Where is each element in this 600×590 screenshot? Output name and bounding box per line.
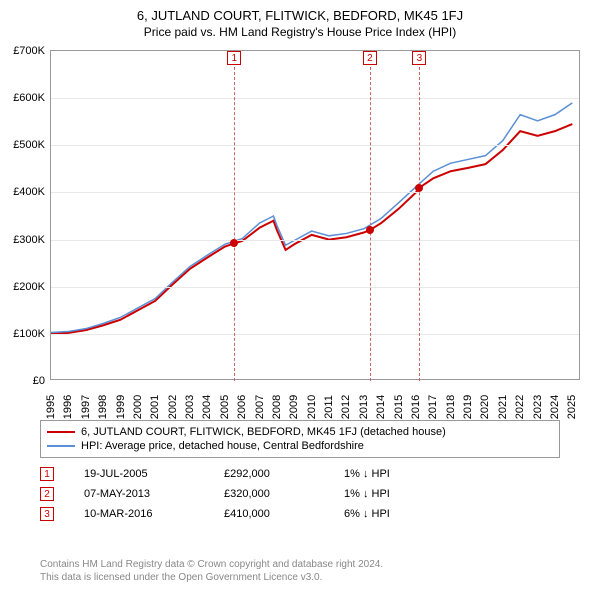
- x-tick-label: 2012: [340, 395, 352, 419]
- sales-row-marker: 1: [40, 467, 54, 481]
- x-tick-label: 2023: [532, 395, 544, 419]
- sale-marker-box: 1: [227, 51, 241, 65]
- attribution-line2: This data is licensed under the Open Gov…: [40, 571, 383, 584]
- sales-row-price: £292,000: [224, 468, 344, 480]
- x-tick-label: 2019: [462, 395, 474, 419]
- legend-row-property: 6, JUTLAND COURT, FLITWICK, BEDFORD, MK4…: [47, 425, 553, 439]
- y-tick-label: £700K: [13, 45, 45, 57]
- sale-marker-vline: [370, 67, 371, 381]
- x-tick-label: 2021: [497, 395, 509, 419]
- x-tick-label: 2008: [271, 395, 283, 419]
- y-tick-label: £400K: [13, 186, 45, 198]
- x-tick-label: 1998: [97, 395, 109, 419]
- x-tick-label: 2018: [445, 395, 457, 419]
- y-gridline: [51, 145, 579, 146]
- x-tick-label: 2006: [236, 395, 248, 419]
- y-tick-label: £200K: [13, 281, 45, 293]
- x-tick-label: 2017: [427, 395, 439, 419]
- x-tick-label: 2025: [566, 395, 578, 419]
- sales-row: 3 10-MAR-2016£410,0006% ↓ HPI: [40, 504, 560, 524]
- x-tick-label: 2024: [549, 395, 561, 419]
- x-tick-label: 2010: [306, 395, 318, 419]
- sales-row-price: £320,000: [224, 488, 344, 500]
- x-tick-label: 1995: [45, 395, 57, 419]
- x-tick-label: 1997: [80, 395, 92, 419]
- y-gridline: [51, 240, 579, 241]
- x-tick-label: 2016: [410, 395, 422, 419]
- title-block: 6, JUTLAND COURT, FLITWICK, BEDFORD, MK4…: [0, 0, 600, 39]
- y-gridline: [51, 287, 579, 288]
- legend-row-hpi: HPI: Average price, detached house, Cent…: [47, 439, 553, 453]
- y-gridline: [51, 334, 579, 335]
- chart-container: 6, JUTLAND COURT, FLITWICK, BEDFORD, MK4…: [0, 0, 600, 590]
- y-tick-label: £0: [33, 375, 45, 387]
- sales-row-diff: 1% ↓ HPI: [344, 468, 464, 480]
- sale-marker-dot: [415, 184, 423, 192]
- sale-marker-vline: [234, 67, 235, 381]
- sales-row-date: 07-MAY-2013: [84, 488, 224, 500]
- series-svg: [51, 51, 581, 381]
- legend-swatch-property: [47, 431, 75, 433]
- sale-marker-vline: [419, 67, 420, 381]
- x-tick-label: 2003: [184, 395, 196, 419]
- x-tick-label: 1996: [62, 395, 74, 419]
- y-gridline: [51, 98, 579, 99]
- x-tick-label: 2002: [167, 395, 179, 419]
- legend-box: 6, JUTLAND COURT, FLITWICK, BEDFORD, MK4…: [40, 420, 560, 458]
- legend-label-property: 6, JUTLAND COURT, FLITWICK, BEDFORD, MK4…: [81, 426, 446, 438]
- x-tick-label: 2001: [149, 395, 161, 419]
- attribution-line1: Contains HM Land Registry data © Crown c…: [40, 558, 383, 571]
- x-tick-label: 2004: [201, 395, 213, 419]
- sales-row: 2 07-MAY-2013£320,0001% ↓ HPI: [40, 484, 560, 504]
- sales-table: 1 19-JUL-2005£292,0001% ↓ HPI 2 07-MAY-2013…: [40, 464, 560, 524]
- sale-marker-box: 3: [412, 51, 426, 65]
- sales-row-date: 10-MAR-2016: [84, 508, 224, 520]
- x-tick-label: 2022: [514, 395, 526, 419]
- sales-row: 1 19-JUL-2005£292,0001% ↓ HPI: [40, 464, 560, 484]
- legend-block: 6, JUTLAND COURT, FLITWICK, BEDFORD, MK4…: [40, 420, 560, 524]
- y-tick-label: £300K: [13, 234, 45, 246]
- x-tick-label: 2013: [358, 395, 370, 419]
- legend-label-hpi: HPI: Average price, detached house, Cent…: [81, 440, 364, 452]
- y-tick-label: £100K: [13, 328, 45, 340]
- x-tick-label: 2014: [375, 395, 387, 419]
- sales-row-diff: 6% ↓ HPI: [344, 508, 464, 520]
- x-tick-label: 2011: [323, 395, 335, 419]
- sale-marker-box: 2: [363, 51, 377, 65]
- y-tick-label: £500K: [13, 139, 45, 151]
- x-tick-label: 2020: [479, 395, 491, 419]
- title-line2: Price paid vs. HM Land Registry's House …: [0, 25, 600, 39]
- sales-row-marker: 2: [40, 487, 54, 501]
- y-gridline: [51, 192, 579, 193]
- chart-area: £0£100K£200K£300K£400K£500K£600K£700K199…: [50, 50, 580, 380]
- sales-row-price: £410,000: [224, 508, 344, 520]
- sales-row-date: 19-JUL-2005: [84, 468, 224, 480]
- x-tick-label: 2007: [254, 395, 266, 419]
- sale-marker-dot: [230, 239, 238, 247]
- attribution: Contains HM Land Registry data © Crown c…: [40, 558, 383, 584]
- series-hpi: [51, 103, 572, 333]
- y-tick-label: £600K: [13, 92, 45, 104]
- x-tick-label: 2015: [393, 395, 405, 419]
- x-tick-label: 2005: [219, 395, 231, 419]
- sales-row-diff: 1% ↓ HPI: [344, 488, 464, 500]
- plot-area: £0£100K£200K£300K£400K£500K£600K£700K199…: [50, 50, 580, 380]
- sales-row-marker: 3: [40, 507, 54, 521]
- series-property: [51, 124, 572, 334]
- sale-marker-dot: [366, 226, 374, 234]
- title-line1: 6, JUTLAND COURT, FLITWICK, BEDFORD, MK4…: [0, 8, 600, 23]
- x-tick-label: 1999: [115, 395, 127, 419]
- x-tick-label: 2000: [132, 395, 144, 419]
- x-tick-label: 2009: [288, 395, 300, 419]
- legend-swatch-hpi: [47, 445, 75, 447]
